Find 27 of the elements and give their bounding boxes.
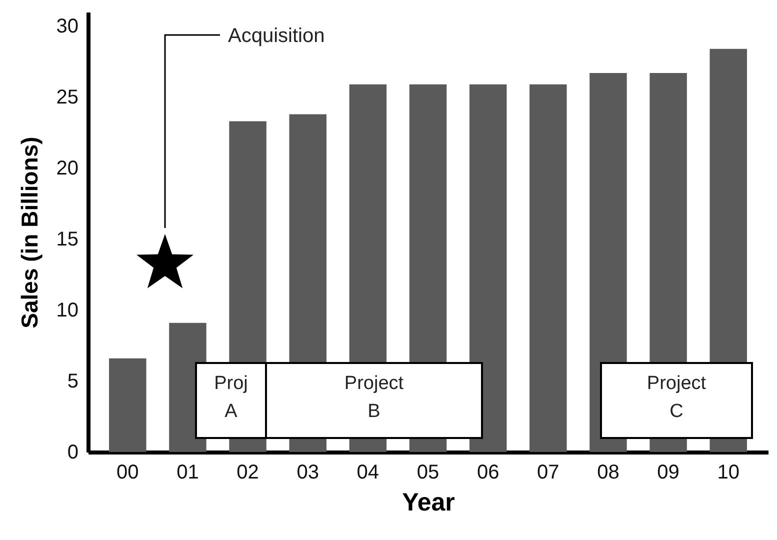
y-axis-title: Sales (in Billions) [16, 136, 42, 328]
y-tick-label: 5 [67, 370, 78, 393]
label-box: Proj A [195, 362, 267, 439]
x-tick-label: 06 [476, 462, 500, 484]
label-box: Project B [265, 362, 483, 439]
bar [530, 84, 567, 452]
x-axis-title: Year [402, 488, 456, 516]
x-tick-label: 08 [597, 462, 620, 484]
x-tick-label: 07 [537, 462, 560, 484]
x-tick-label: 00 [116, 462, 139, 484]
x-tick-label: 02 [236, 462, 259, 484]
x-tick-label: 04 [356, 462, 380, 484]
x-tick-label: 10 [717, 462, 740, 484]
y-tick-label: 0 [67, 442, 78, 464]
y-tick-label: 25 [56, 86, 78, 109]
x-tick-label: 05 [416, 462, 440, 484]
x-tick-label: 03 [296, 462, 319, 484]
x-tick-label: 09 [657, 462, 680, 484]
x-tick-label: 01 [176, 462, 199, 484]
y-tick-label: 15 [56, 228, 78, 251]
bar [109, 358, 146, 452]
y-tick-label: 10 [56, 300, 78, 322]
bar [469, 84, 507, 452]
y-tick-label: 30 [56, 16, 78, 38]
y-tick-label: 20 [56, 158, 78, 180]
annotation: Acquisition [228, 24, 325, 49]
label-box: Project C [600, 362, 753, 439]
